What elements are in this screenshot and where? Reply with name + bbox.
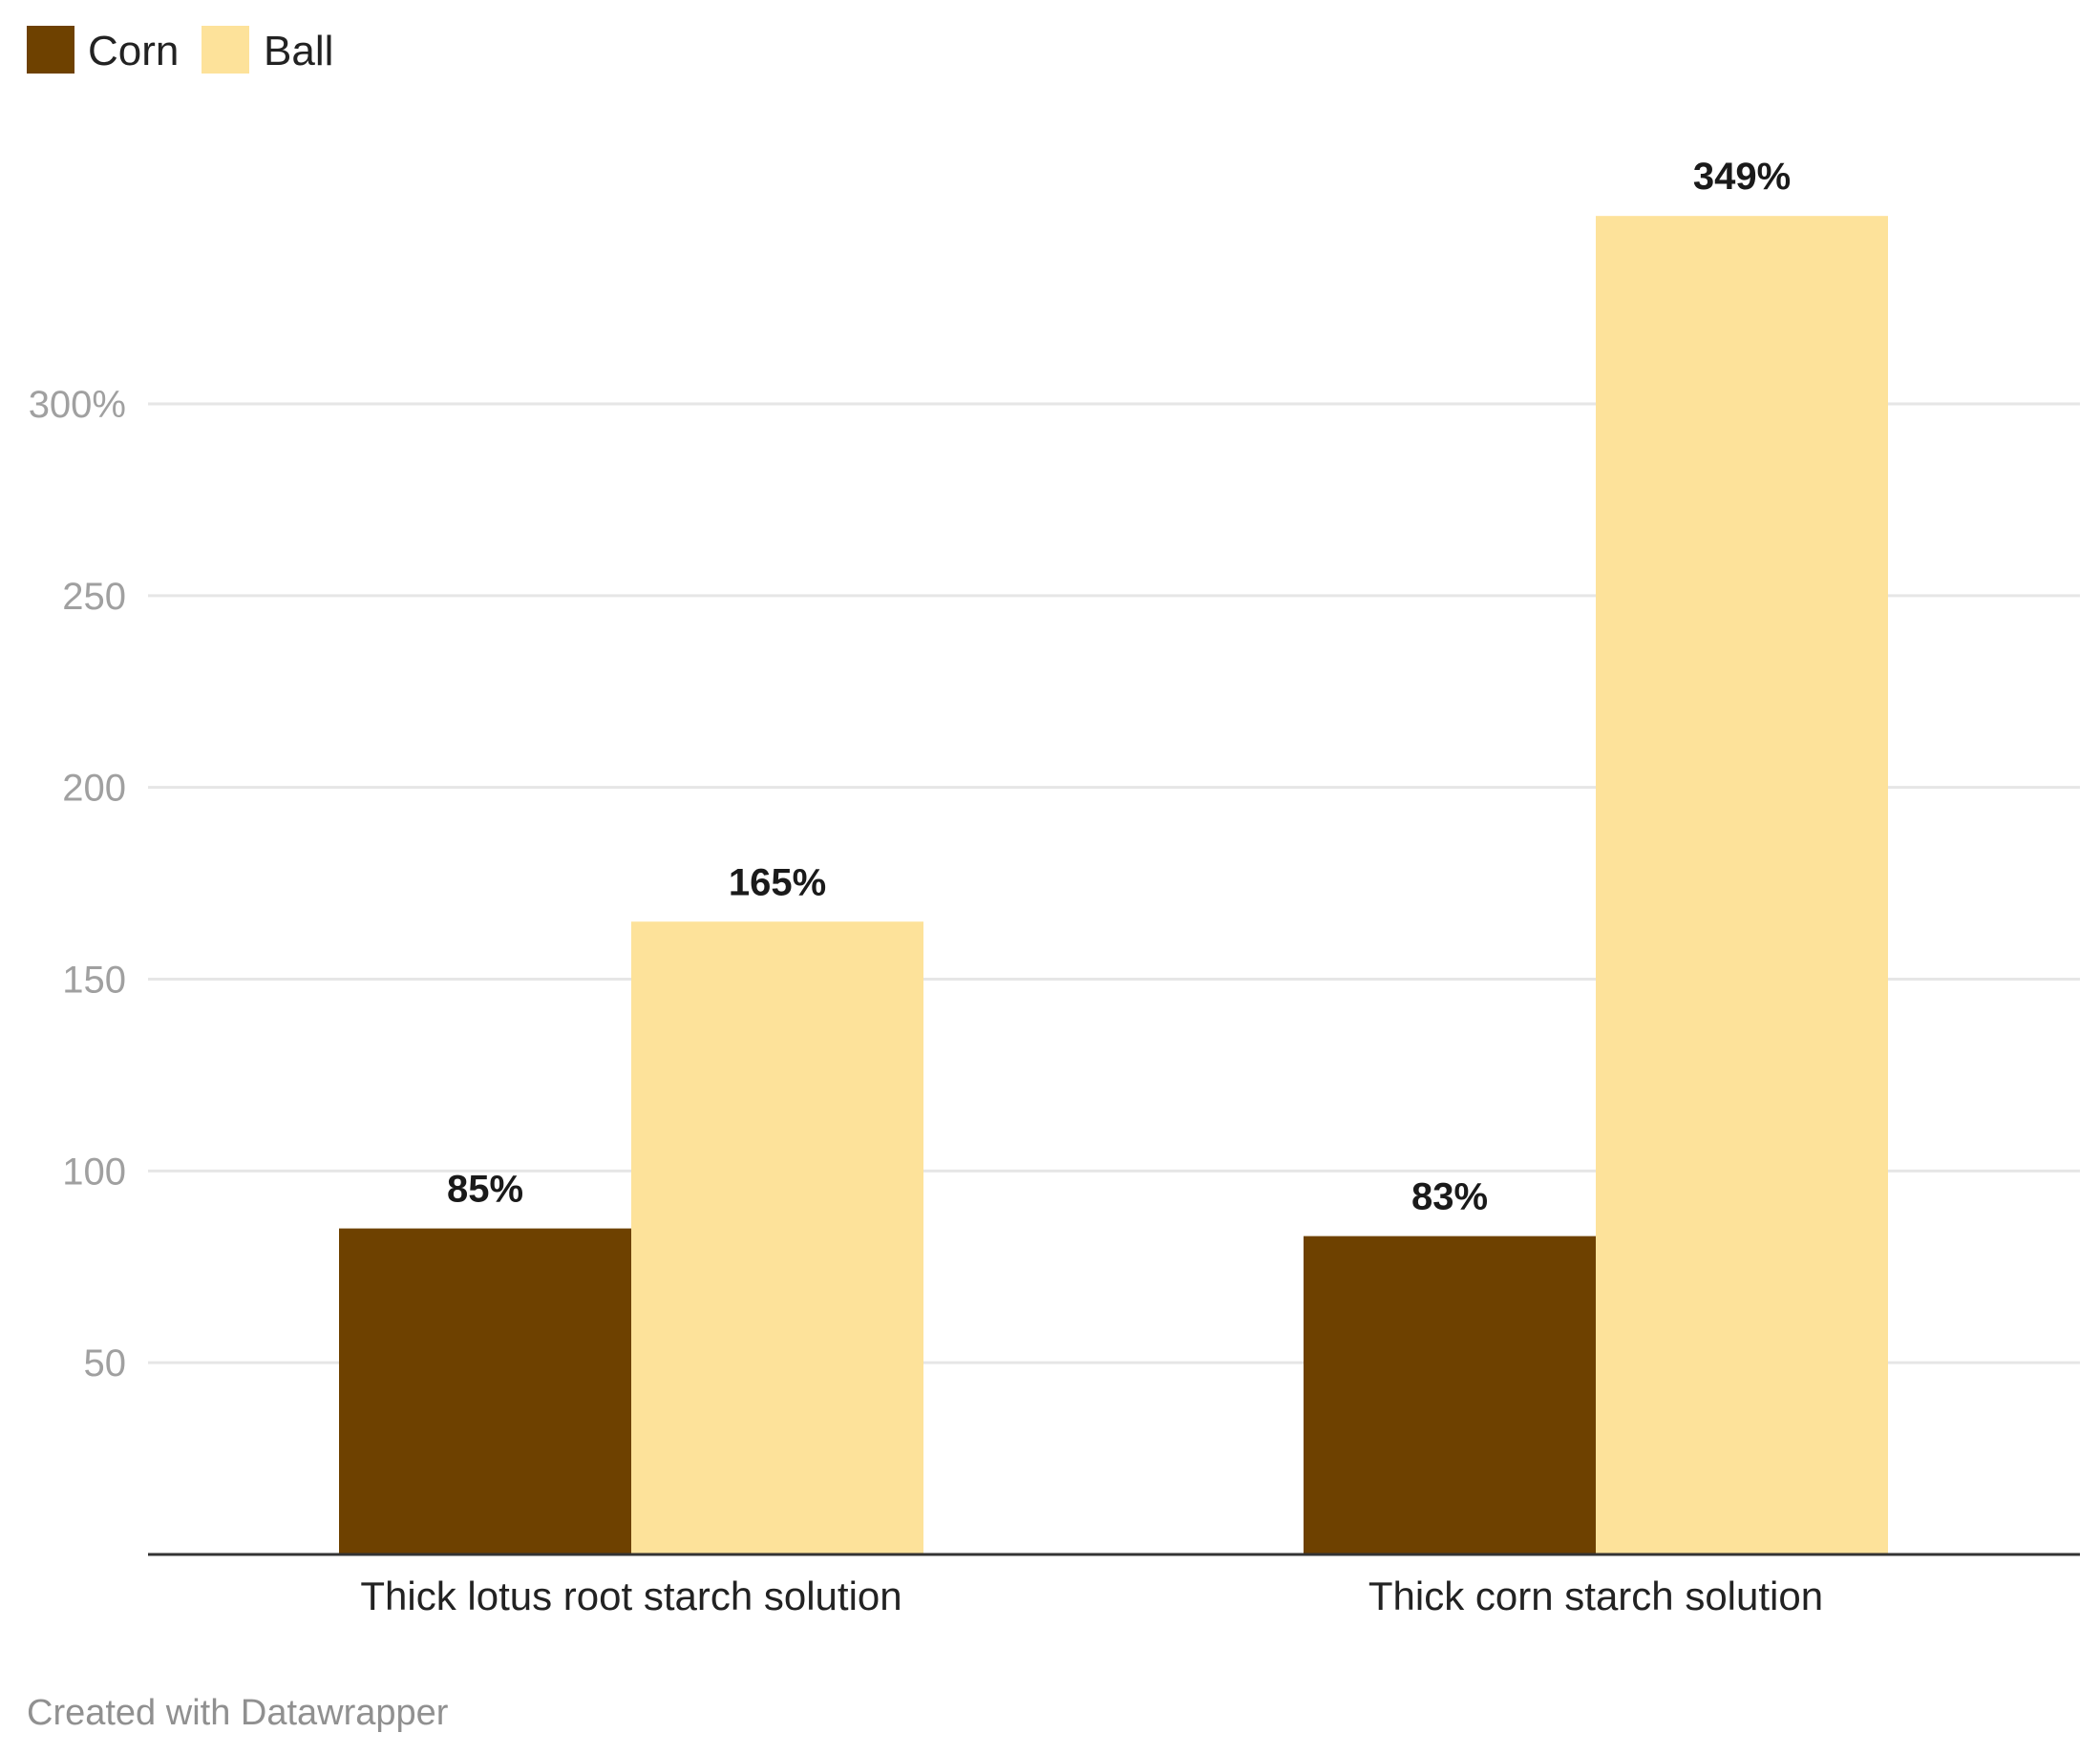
legend-label-ball: Ball <box>264 28 333 74</box>
x-category-label-2: Thick corn starch solution <box>1368 1574 1823 1618</box>
legend-label-corn: Corn <box>88 28 179 74</box>
y-tick-label-250: 250 <box>62 576 126 618</box>
bar-ball-2 <box>1596 216 1888 1554</box>
value-label-corn-1: 85% <box>447 1169 523 1211</box>
bars <box>339 216 1888 1554</box>
chart-footer: Created with Datawrapper <box>27 1693 449 1733</box>
bar-ball-1 <box>631 921 923 1554</box>
y-tick-label-150: 150 <box>62 960 126 1002</box>
x-axis-labels: Thick lotus root starch solution Thick co… <box>360 1574 1823 1618</box>
y-tick-label-300: 300% <box>29 384 126 426</box>
value-label-ball-2: 349% <box>1693 156 1791 198</box>
legend-item-ball: Ball <box>202 26 333 74</box>
bar-corn-2 <box>1304 1236 1596 1554</box>
legend: Corn Ball <box>27 26 333 74</box>
y-tick-label-200: 200 <box>62 768 126 810</box>
legend-item-corn: Corn <box>27 26 179 74</box>
y-tick-label-50: 50 <box>84 1342 127 1384</box>
value-label-ball-1: 165% <box>729 861 826 903</box>
bar-corn-1 <box>339 1228 631 1554</box>
legend-swatch-corn <box>27 26 74 74</box>
y-tick-label-100: 100 <box>62 1151 126 1193</box>
x-category-label-1: Thick lotus root starch solution <box>360 1574 902 1618</box>
legend-swatch-ball <box>202 26 249 74</box>
value-labels: 85% 165% 83% 349% <box>447 156 1791 1217</box>
y-axis-ticks: 50 100 150 200 250 300% <box>29 384 126 1384</box>
value-label-corn-2: 83% <box>1411 1176 1488 1218</box>
